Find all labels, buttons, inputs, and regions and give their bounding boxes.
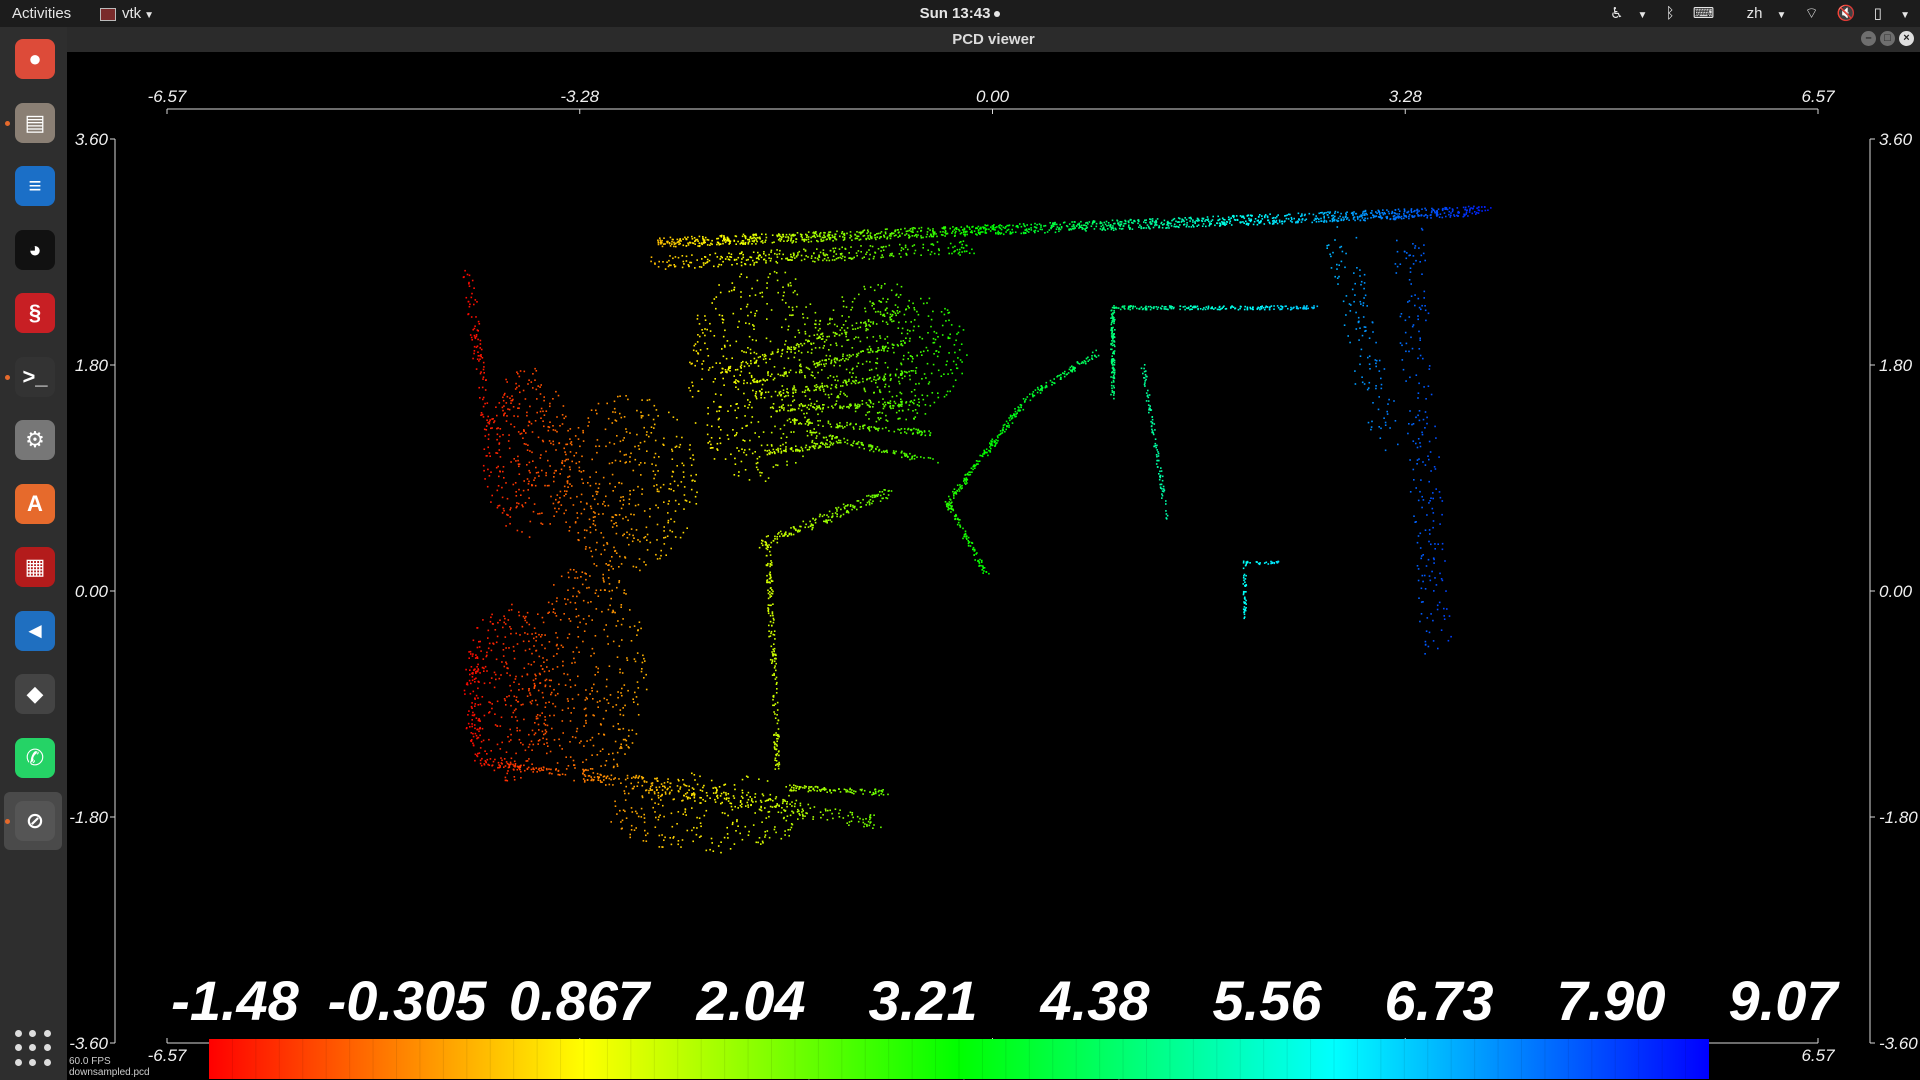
status-line: 60.0 FPS downsampled.pcd: [69, 1056, 150, 1078]
maximize-button[interactable]: □: [1880, 31, 1895, 46]
scalar-bar: [209, 1039, 1709, 1079]
keyboard-icon[interactable]: ⌨: [1692, 5, 1715, 22]
vtk-window-icon: ⊘: [15, 801, 55, 841]
netease-icon: §: [15, 293, 55, 333]
window-titlebar[interactable]: PCD viewer – □ ×: [67, 27, 1920, 52]
top-axis-label: -6.57: [148, 87, 187, 106]
right-axis-label: 3.60: [1879, 130, 1913, 149]
monitor-icon: ▦: [15, 547, 55, 587]
accessibility-icon[interactable]: ♿ ▼: [1610, 5, 1648, 22]
left-axis-label: 1.80: [75, 356, 109, 375]
running-indicator-icon: [5, 120, 10, 126]
dock-item-whatsapp[interactable]: ✆: [4, 729, 62, 787]
bottom-axis-label: 6.57: [1801, 1046, 1835, 1065]
scalar-bar-value-label: 6.73: [1385, 969, 1494, 1032]
scalar-bar-value-label: 3.21: [869, 969, 978, 1032]
top-axis-label: -3.28: [560, 87, 599, 106]
writer-icon: ≡: [15, 166, 55, 206]
dock-item-settings[interactable]: ⚙: [4, 411, 62, 469]
scalar-bar-value-label: 0.867: [509, 969, 652, 1032]
file-label: downsampled.pcd: [69, 1067, 150, 1078]
scalar-bar-value-label: 9.07: [1729, 969, 1841, 1032]
bluetooth-icon[interactable]: ᛒ: [1665, 5, 1675, 22]
app-menu[interactable]: vtk ▼: [100, 0, 154, 27]
top-bar: Activities vtk ▼ Sun 13:43 ♿ ▼ ᛒ ⌨ zh ▼ ⌔ 🔇…: [0, 0, 1920, 27]
dock-item-vscode[interactable]: ◄: [4, 602, 62, 660]
left-axis-label: 0.00: [75, 582, 109, 601]
dock-item-files[interactable]: ▤: [4, 94, 62, 152]
software-icon: A: [15, 483, 55, 524]
chevron-down-icon: ▼: [144, 10, 155, 21]
dock-item-qq[interactable]: ◕: [4, 221, 62, 279]
notification-dot-icon: [994, 11, 1001, 18]
left-axis-label: -3.60: [69, 1034, 108, 1053]
whatsapp-icon: ✆: [15, 737, 55, 778]
terminal-icon: >_: [15, 356, 55, 397]
app-menu-label: vtk: [122, 5, 142, 22]
chrome-icon: ●: [15, 39, 55, 79]
dock-item-sublime[interactable]: ◆: [4, 665, 62, 723]
dock-item-netease[interactable]: §: [4, 284, 62, 342]
dock: ● ▤ ≡ ◕ § >_ ⚙ A ▦ ◄ ◆ ✆ ⊘: [0, 27, 67, 1080]
battery-icon[interactable]: ▯: [1873, 5, 1882, 22]
dock-item-monitor[interactable]: ▦: [4, 538, 62, 596]
volume-muted-icon[interactable]: 🔇: [1836, 5, 1856, 22]
system-tray[interactable]: ♿ ▼ ᛒ ⌨ zh ▼ ⌔ 🔇 ▯ ▼: [1596, 0, 1910, 27]
scalar-bar-value-label: 4.38: [1040, 969, 1151, 1032]
top-axis-label: 0.00: [976, 87, 1010, 106]
minimize-button[interactable]: –: [1861, 31, 1876, 46]
clock-label: Sun 13:43: [919, 5, 991, 22]
right-axis-label: -3.60: [1879, 1034, 1918, 1053]
scalar-bar-value-label: 2.04: [696, 969, 806, 1032]
scalar-bar-value-label: -0.305: [328, 969, 488, 1032]
dock-item-chrome[interactable]: ●: [4, 30, 62, 88]
running-indicator-icon: [5, 374, 10, 380]
right-axis-label: 0.00: [1879, 582, 1913, 601]
point-cloud[interactable]: [462, 205, 1492, 854]
wifi-icon[interactable]: ⌔: [1804, 5, 1819, 22]
show-applications-button[interactable]: [13, 1028, 53, 1068]
activities-button[interactable]: Activities: [12, 5, 72, 22]
top-axis-label: 6.57: [1801, 87, 1835, 106]
left-axis-label: 3.60: [75, 130, 109, 149]
close-button[interactable]: ×: [1899, 31, 1914, 46]
files-icon: ▤: [15, 102, 55, 143]
fps-label: 60.0 FPS: [69, 1056, 111, 1067]
scalar-bar-value-label: -1.48: [171, 969, 299, 1032]
vscode-icon: ◄: [15, 610, 55, 651]
pcd-viewer-window: PCD viewer – □ × -6.57 -3.28 0.00 3.28 6.57 -…: [67, 27, 1920, 1080]
window-title: PCD viewer: [952, 31, 1035, 48]
input-method-label: zh: [1746, 5, 1763, 22]
render-viewport[interactable]: -6.57-3.280.003.286.57-6.57-3.280.003.28…: [67, 52, 1920, 1080]
dock-item-writer[interactable]: ≡: [4, 157, 62, 215]
right-axis-label: 1.80: [1879, 356, 1913, 375]
dock-item-vtk-window[interactable]: ⊘: [4, 792, 62, 850]
scalar-bar-value-label: 5.56: [1213, 969, 1323, 1032]
vtk-app-icon: [100, 7, 116, 21]
sublime-icon: ◆: [15, 674, 55, 714]
chevron-down-icon[interactable]: ▼: [1900, 10, 1910, 21]
qq-icon: ◕: [15, 229, 55, 270]
right-axis-label: -1.80: [1879, 808, 1918, 827]
dock-item-software[interactable]: A: [4, 475, 62, 533]
dock-item-terminal[interactable]: >_: [4, 348, 62, 406]
top-axis-label: 3.28: [1389, 87, 1423, 106]
left-axis-label: -1.80: [69, 808, 108, 827]
input-method-menu[interactable]: zh ▼: [1746, 5, 1787, 22]
pcd-render-canvas[interactable]: -6.57-3.280.003.286.57-6.57-3.280.003.28…: [67, 52, 1920, 1080]
running-indicator-icon: [5, 819, 10, 824]
settings-icon: ⚙: [15, 420, 55, 460]
scalar-bar-value-label: 7.90: [1557, 969, 1666, 1032]
bottom-axis-label: -6.57: [148, 1046, 187, 1065]
